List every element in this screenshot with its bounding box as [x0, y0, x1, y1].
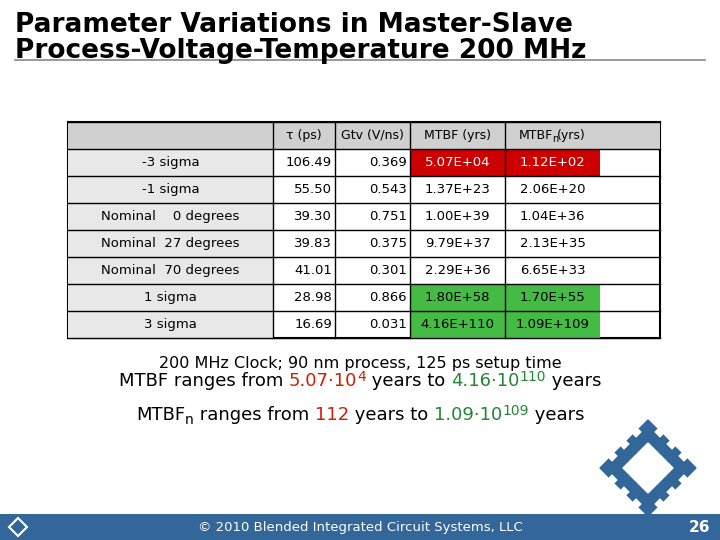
Text: ranges from: ranges from: [194, 406, 315, 424]
Bar: [0, 514, 720, 540]
Text: 39.30: 39.30: [294, 210, 332, 223]
Text: 0.543: 0.543: [369, 183, 407, 196]
Text: Gtv (V/ns): Gtv (V/ns): [341, 129, 404, 142]
Text: MTBF: MTBF: [518, 129, 552, 142]
Polygon shape: [666, 438, 678, 450]
Bar: [505, 149, 600, 176]
Text: Process-Voltage-Temperature 200 MHz: Process-Voltage-Temperature 200 MHz: [15, 38, 586, 64]
Text: 0.866: 0.866: [369, 291, 407, 304]
Text: Parameter Variations in Master-Slave: Parameter Variations in Master-Slave: [15, 12, 573, 38]
Polygon shape: [666, 486, 678, 498]
Bar: [68, 176, 273, 203]
Bar: [68, 311, 273, 338]
Text: 5.07E+04: 5.07E+04: [425, 156, 490, 169]
Text: 0.375: 0.375: [369, 237, 407, 250]
Polygon shape: [654, 498, 666, 510]
Polygon shape: [654, 426, 666, 438]
Bar: [410, 284, 505, 311]
Text: © 2010 Blended Integrated Circuit Systems, LLC: © 2010 Blended Integrated Circuit System…: [197, 521, 523, 534]
Text: years to: years to: [366, 372, 451, 390]
Text: Nominal  27 degrees: Nominal 27 degrees: [102, 237, 240, 250]
Polygon shape: [606, 450, 618, 462]
Bar: [68, 203, 273, 230]
Bar: [505, 311, 600, 338]
Text: -1 sigma: -1 sigma: [142, 183, 199, 196]
Polygon shape: [606, 474, 618, 486]
Text: 0.369: 0.369: [369, 156, 407, 169]
Text: 1.70E+55: 1.70E+55: [520, 291, 585, 304]
Bar: [505, 284, 600, 311]
Polygon shape: [623, 443, 673, 493]
Text: 200 MHz Clock; 90 nm process, 125 ps setup time: 200 MHz Clock; 90 nm process, 125 ps set…: [158, 356, 562, 371]
Bar: [68, 257, 273, 284]
Bar: [68, 122, 660, 149]
Bar: [68, 230, 273, 257]
Polygon shape: [630, 498, 642, 510]
Bar: [410, 149, 505, 176]
Text: τ (ps): τ (ps): [286, 129, 322, 142]
Text: 112: 112: [315, 406, 349, 424]
Text: 0.751: 0.751: [369, 210, 407, 223]
Text: MTBF (yrs): MTBF (yrs): [424, 129, 491, 142]
Text: -3 sigma: -3 sigma: [142, 156, 199, 169]
Text: years to: years to: [349, 406, 434, 424]
Bar: [68, 284, 273, 311]
Bar: [68, 122, 660, 338]
Text: 110: 110: [519, 370, 546, 384]
Text: 1.04E+36: 1.04E+36: [520, 210, 585, 223]
Text: Nominal  70 degrees: Nominal 70 degrees: [102, 264, 240, 277]
Polygon shape: [618, 486, 630, 498]
Bar: [410, 311, 505, 338]
Text: 2.13E+35: 2.13E+35: [520, 237, 585, 250]
Text: n: n: [185, 413, 194, 427]
Text: 3 sigma: 3 sigma: [144, 318, 197, 331]
Text: MTBF ranges from: MTBF ranges from: [119, 372, 289, 390]
Text: 109: 109: [502, 404, 528, 418]
Text: n: n: [552, 133, 559, 144]
Text: 1.37E+23: 1.37E+23: [425, 183, 490, 196]
Polygon shape: [678, 474, 690, 486]
Text: MTBF: MTBF: [136, 406, 185, 424]
Text: (yrs): (yrs): [557, 129, 585, 142]
Bar: [68, 149, 273, 176]
Text: 6.65E+33: 6.65E+33: [520, 264, 585, 277]
Polygon shape: [678, 450, 690, 462]
Text: 2.06E+20: 2.06E+20: [520, 183, 585, 196]
Text: 4.16E+110: 4.16E+110: [420, 318, 495, 331]
Text: 1.09·10: 1.09·10: [434, 406, 502, 424]
Text: years: years: [528, 406, 584, 424]
Polygon shape: [630, 426, 642, 438]
Text: 1.12E+02: 1.12E+02: [520, 156, 585, 169]
Text: 1 sigma: 1 sigma: [144, 291, 197, 304]
Text: 5.07·10: 5.07·10: [289, 372, 357, 390]
Text: 26: 26: [689, 519, 711, 535]
Text: 1.00E+39: 1.00E+39: [425, 210, 490, 223]
Text: 41.01: 41.01: [294, 264, 332, 277]
Text: years: years: [546, 372, 601, 390]
Text: 55.50: 55.50: [294, 183, 332, 196]
Text: 0.031: 0.031: [369, 318, 407, 331]
Text: 16.69: 16.69: [294, 318, 332, 331]
Text: 1.80E+58: 1.80E+58: [425, 291, 490, 304]
Text: Nominal    0 degrees: Nominal 0 degrees: [102, 210, 240, 223]
Text: 39.83: 39.83: [294, 237, 332, 250]
Text: 106.49: 106.49: [286, 156, 332, 169]
Polygon shape: [600, 420, 696, 516]
Text: 28.98: 28.98: [294, 291, 332, 304]
Text: 4: 4: [357, 370, 366, 384]
Text: 2.29E+36: 2.29E+36: [425, 264, 490, 277]
Polygon shape: [618, 438, 630, 450]
Text: 1.09E+109: 1.09E+109: [516, 318, 590, 331]
Text: 4.16·10: 4.16·10: [451, 372, 519, 390]
Text: 0.301: 0.301: [369, 264, 407, 277]
Text: 9.79E+37: 9.79E+37: [425, 237, 490, 250]
